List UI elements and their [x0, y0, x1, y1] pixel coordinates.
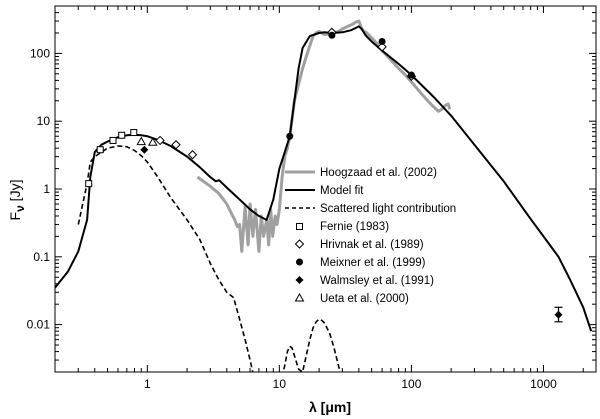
x-tick-label: 1000 [530, 377, 557, 391]
marker-open-square [85, 180, 93, 188]
legend-label-hoogzaad: Hoogzaad et al. (2002) [320, 167, 437, 179]
legend-label-scattered: Scattered light contribution [320, 203, 456, 215]
y-axis-title-sub: ν [13, 205, 27, 212]
y-axis-title-unit: [Jy] [7, 180, 23, 206]
marker-open-square [109, 136, 117, 144]
series-gray-thick [196, 19, 452, 253]
y-tick-label: 0.1 [33, 250, 50, 264]
marker-filled-circle [378, 37, 386, 45]
y-tick-label: 10 [37, 114, 51, 128]
marker-layer [85, 27, 563, 323]
legend-symbol-ueta [294, 292, 305, 302]
y-tick-labels: 0.01 0.1 1 10 100 [27, 46, 51, 331]
series-layer [55, 19, 593, 372]
axis-ticks [54, 5, 596, 373]
marker-open-diamond [171, 140, 181, 150]
legend-symbol-walmsley [295, 276, 304, 284]
x-tick-label: 100 [401, 377, 421, 391]
x-tick-label: 1 [144, 377, 151, 391]
x-tick-labels: 1 10 100 1000 [144, 377, 557, 391]
legend-symbol-hrivnak [294, 239, 305, 249]
y-axis-title: Fν [Jy] [7, 180, 27, 221]
legend-symbol-fernie [296, 223, 303, 230]
marker-open-square [118, 131, 126, 139]
legend-symbol-meixner [296, 258, 303, 266]
legend-label-model: Model fit [320, 185, 364, 197]
y-axis-title-main: F [7, 212, 23, 221]
marker-open-square [96, 146, 104, 154]
x-tick-label: 10 [273, 377, 287, 391]
marker-open-diamond [155, 135, 165, 146]
y-tick-label: 100 [30, 46, 50, 60]
legend-label-meixner: Meixner et al. (1999) [320, 257, 426, 269]
marker-filled-diamond [140, 145, 149, 154]
y-tick-label: 1 [43, 182, 50, 196]
series-black-solid [55, 25, 593, 332]
marker-filled-circle [328, 31, 336, 39]
marker-open-diamond [187, 150, 198, 160]
y-tick-label: 0.01 [27, 318, 51, 332]
marker-open-diamond [377, 42, 387, 52]
marker-open-square [130, 129, 138, 137]
marker-filled-circle [286, 132, 294, 140]
legend-label-walmsley: Walmsley et al. (1991) [320, 275, 434, 287]
legend-label-ueta: Ueta et al. (2000) [320, 293, 409, 305]
series-black-dashed [77, 145, 341, 372]
legend: Hoogzaad et al. (2002) Model fit Scatter… [285, 167, 456, 305]
x-axis-title: λ [μm] [309, 399, 351, 415]
legend-label-hrivnak: Hrivnak et al. (1989) [320, 239, 424, 251]
marker-filled-circle [407, 71, 415, 79]
marker-open-triangle [136, 136, 147, 146]
legend-label-fernie: Fernie (1983) [320, 221, 389, 233]
marker-open-triangle [147, 137, 158, 146]
